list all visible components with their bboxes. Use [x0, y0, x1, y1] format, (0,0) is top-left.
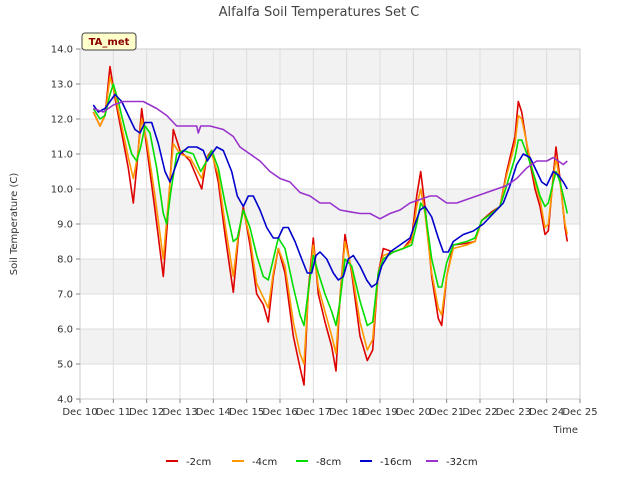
x-tick-label: Dec 25 — [562, 407, 597, 418]
background-band — [80, 49, 580, 84]
ta-met-badge: TA_met — [81, 32, 137, 51]
x-tick-label: Dec 21 — [429, 407, 464, 418]
x-tick-label: Dec 19 — [362, 407, 397, 418]
series-line-16cm — [92, 93, 568, 288]
legend-label: -32cm — [446, 457, 478, 468]
y-tick-label: 11.0 — [51, 150, 73, 161]
x-tick-label: Dec 22 — [462, 407, 497, 418]
legend-label: -8cm — [316, 457, 341, 468]
legend-label: -2cm — [186, 457, 211, 468]
badge-label: TA_met — [89, 37, 130, 48]
legend: -2cm -4cm -8cm -16cm -32cm — [166, 457, 478, 468]
series-line-32cm — [93, 100, 568, 220]
legend-label: -4cm — [252, 457, 277, 468]
background-band — [80, 154, 580, 189]
y-tick-label: 9.0 — [57, 220, 73, 231]
background-band — [80, 189, 580, 224]
x-tick-label: Dec 15 — [229, 407, 264, 418]
x-tick-label: Dec 16 — [262, 407, 297, 418]
chart-title: Alfalfa Soil Temperatures Set C — [219, 5, 420, 20]
y-tick-label: 6.0 — [57, 325, 73, 336]
y-tick-label: 4.0 — [57, 395, 73, 406]
y-tick-label: 7.0 — [57, 290, 73, 301]
x-tick-label: Dec 18 — [329, 407, 364, 418]
y-axis-ticks: 4.0 5.0 6.0 7.0 8.0 9.0 10.0 11.0 12.0 13.0 14.0 — [51, 45, 80, 406]
x-tick-label: Dec 24 — [529, 407, 564, 418]
x-tick-label: Dec 17 — [296, 407, 331, 418]
x-tick-label: Dec 14 — [196, 407, 231, 418]
background-band — [80, 224, 580, 259]
background-band — [80, 84, 580, 119]
x-tick-label: Dec 10 — [62, 407, 97, 418]
x-tick-label: Dec 23 — [496, 407, 531, 418]
background-band — [80, 294, 580, 329]
background-band — [80, 329, 580, 364]
y-tick-label: 13.0 — [51, 80, 73, 91]
series-lines — [92, 65, 569, 386]
y-tick-label: 14.0 — [51, 45, 73, 56]
y-tick-label: 12.0 — [51, 115, 73, 126]
x-tick-label: Dec 20 — [396, 407, 431, 418]
y-tick-label: 10.0 — [51, 185, 73, 196]
x-tick-label: Dec 11 — [96, 407, 131, 418]
x-tick-label: Dec 13 — [162, 407, 197, 418]
badge-box — [81, 32, 137, 51]
x-tick-label: Dec 12 — [129, 407, 164, 418]
y-tick-label: 5.0 — [57, 360, 73, 371]
background-band — [80, 364, 580, 399]
x-axis-label: Time — [553, 425, 578, 436]
legend-label: -16cm — [380, 457, 412, 468]
series-line-8cm — [92, 83, 569, 327]
y-axis-label: Soil Temperature (C) — [9, 173, 20, 276]
background-bands — [80, 49, 580, 399]
background-band — [80, 119, 580, 154]
y-tick-label: 8.0 — [57, 255, 73, 266]
